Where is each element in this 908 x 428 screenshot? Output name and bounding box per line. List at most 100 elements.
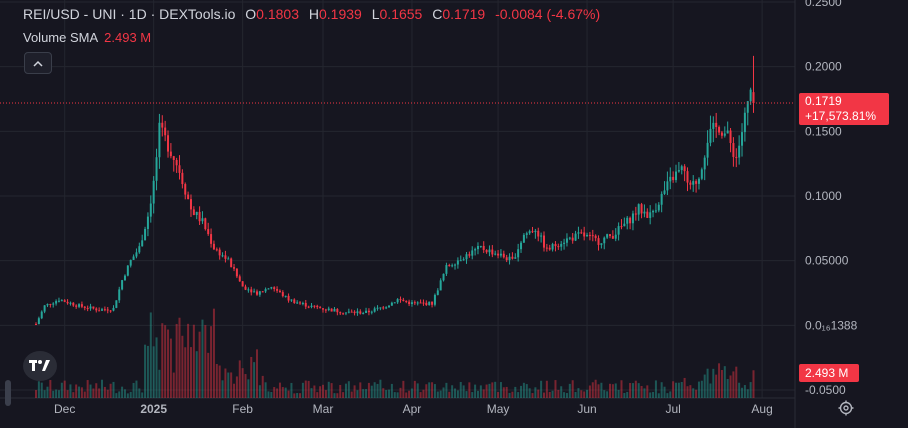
candle-body	[456, 260, 459, 265]
volume-bar	[528, 388, 531, 398]
volume-bar	[253, 362, 256, 398]
volume-bar	[402, 380, 405, 398]
candle-body	[212, 243, 215, 250]
candle-body	[692, 181, 695, 185]
candle-body	[551, 244, 554, 250]
collapse-legend-button[interactable]	[24, 52, 52, 74]
volume-bar	[396, 392, 399, 398]
scroll-handle[interactable]	[5, 380, 11, 406]
candle-body	[359, 311, 362, 314]
candle-body	[723, 133, 726, 136]
volume-bar	[738, 382, 741, 398]
volume-bar	[385, 390, 388, 398]
volume-bar	[560, 386, 563, 398]
candle-body	[677, 170, 680, 172]
volume-bar	[583, 391, 586, 398]
volume-bar	[333, 393, 336, 398]
change-value: -0.0084 (-4.67%)	[495, 6, 601, 22]
candle-body	[132, 256, 135, 260]
close-label: C	[432, 6, 443, 22]
candle-body	[66, 301, 69, 304]
candle-body	[233, 267, 236, 269]
chevron-up-icon	[33, 56, 43, 70]
volume-bar	[109, 383, 112, 398]
volume-bar	[611, 384, 614, 398]
volume-bar	[126, 393, 129, 398]
volume-bar	[594, 379, 597, 398]
x-tick-label: Jun	[577, 402, 596, 416]
candle-body	[606, 234, 609, 238]
low-value: 0.1655	[379, 6, 423, 22]
candle-body	[52, 303, 55, 305]
candle-body	[101, 309, 104, 311]
candle-body	[63, 300, 66, 302]
volume-bar	[563, 392, 566, 398]
volume-bar	[629, 382, 632, 398]
candle-body	[112, 307, 115, 311]
candle-body	[402, 299, 405, 302]
volume-bar	[474, 384, 477, 398]
candle-body	[43, 305, 46, 312]
candle-body	[729, 130, 732, 144]
volume-bar	[634, 380, 637, 398]
candle-body	[109, 310, 112, 312]
volume-bar	[588, 385, 591, 398]
volume-bar	[623, 392, 626, 398]
volume-bar	[689, 385, 692, 398]
volume-bar	[204, 325, 207, 398]
candle-body	[689, 182, 692, 185]
candle-body	[413, 302, 416, 304]
candle-body	[499, 253, 502, 256]
volume-bar	[324, 390, 327, 398]
close-value: 0.1719	[442, 6, 486, 22]
candle-body	[640, 204, 643, 214]
candle-body	[98, 310, 101, 312]
volume-bar	[227, 372, 230, 398]
volume-bar	[55, 389, 58, 398]
volume-bar	[482, 389, 485, 398]
y-tick-label: 0.2000	[805, 60, 842, 74]
candle-body	[422, 302, 425, 304]
candle-body	[175, 160, 178, 166]
candle-body	[227, 258, 230, 260]
candle-body	[614, 234, 617, 239]
volume-bar	[135, 380, 138, 398]
volume-bar	[677, 382, 680, 398]
candle-body	[244, 286, 247, 290]
candle-body	[187, 194, 190, 200]
candle-body	[720, 132, 723, 136]
tradingview-logo-icon[interactable]	[23, 351, 57, 381]
candle-body	[488, 249, 491, 253]
volume-bar	[511, 391, 514, 398]
candle-body	[471, 250, 474, 256]
candle-body	[89, 306, 92, 309]
volume-bar	[230, 372, 233, 398]
volume-bar	[517, 392, 520, 398]
volume-bar	[181, 335, 184, 398]
volume-bar	[138, 388, 141, 398]
candle-body	[439, 280, 442, 291]
candle-body	[376, 307, 379, 309]
candle-body	[491, 249, 494, 255]
chart-settings-button[interactable]	[834, 398, 858, 422]
volume-bar	[49, 380, 52, 398]
volume-bar	[508, 392, 511, 398]
volume-bar	[695, 389, 698, 398]
volume-bar	[393, 392, 396, 398]
volume-sma-legend[interactable]: Volume SMA 2.493 M	[23, 30, 151, 45]
volume-bar	[235, 376, 238, 398]
candle-body	[433, 294, 436, 305]
x-tick-label: Aug	[751, 402, 772, 416]
candle-body	[356, 311, 359, 314]
volume-bar	[410, 388, 413, 398]
volume-bar	[746, 389, 749, 398]
volume-bar	[580, 390, 583, 398]
last-price-change: +17,573.81%	[805, 109, 877, 123]
candle-body	[505, 257, 508, 261]
volume-bar	[749, 382, 752, 398]
volume-bar	[80, 387, 83, 398]
volume-bar	[680, 381, 683, 398]
volume-bar	[382, 388, 385, 398]
volume-bar	[571, 380, 574, 398]
